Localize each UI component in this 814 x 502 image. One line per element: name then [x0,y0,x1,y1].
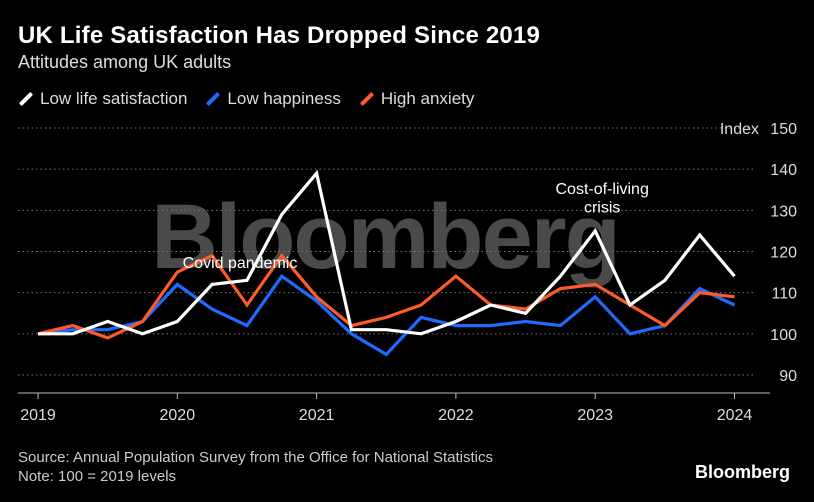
chart-subtitle: Attitudes among UK adults [18,52,232,72]
note-text: Note: 100 = 2019 levels [18,468,177,485]
chart-title: UK Life Satisfaction Has Dropped Since 2… [18,22,541,49]
series-line-low-life-satisfaction [38,169,736,336]
y-tick-label: 120 [770,245,797,262]
y-tick-label: 90 [779,368,797,385]
legend-label: High anxiety [380,89,475,108]
watermark: Bloomberg [151,186,619,288]
x-tick-label: 2020 [160,407,196,424]
series-line-high-anxiety [37,252,735,340]
legend-label: Low happiness [227,89,341,108]
annotation-label: Covid pandemic [183,255,298,272]
annotation-label: Cost-of-living [555,181,648,198]
legend: Low life satisfaction Low happiness High… [18,89,474,109]
legend-item-life-satisfaction: Low life satisfaction [18,89,187,109]
y-tick-label: 110 [771,286,797,303]
annotation-label: crisis [584,199,620,216]
brand-logo: Bloomberg [694,462,790,482]
legend-item-anxiety: High anxiety [359,89,475,109]
x-tick-label: 2019 [20,407,56,424]
x-tick-label: 2024 [717,407,753,424]
y-axis-label: Index [720,121,759,138]
x-tick-label: 2023 [577,407,613,424]
y-tick-label: 140 [770,162,797,179]
source-note: Source: Annual Population Survey from th… [18,448,493,486]
y-tick-label: 150 [770,121,797,138]
y-tick-label: 130 [770,203,797,220]
line-chart: Bloomberg 90 100 110 120 130 140 150 Index 2019 20… [18,121,797,424]
x-tick-label: 2022 [438,407,474,424]
legend-item-happiness: Low happiness [205,89,341,109]
legend-label: Low life satisfaction [40,89,188,108]
source-text: Source: Annual Population Survey from th… [18,449,493,466]
y-tick-label: 100 [770,327,797,344]
x-tick-label: 2021 [299,407,335,424]
series-line-low-happiness [37,273,736,357]
